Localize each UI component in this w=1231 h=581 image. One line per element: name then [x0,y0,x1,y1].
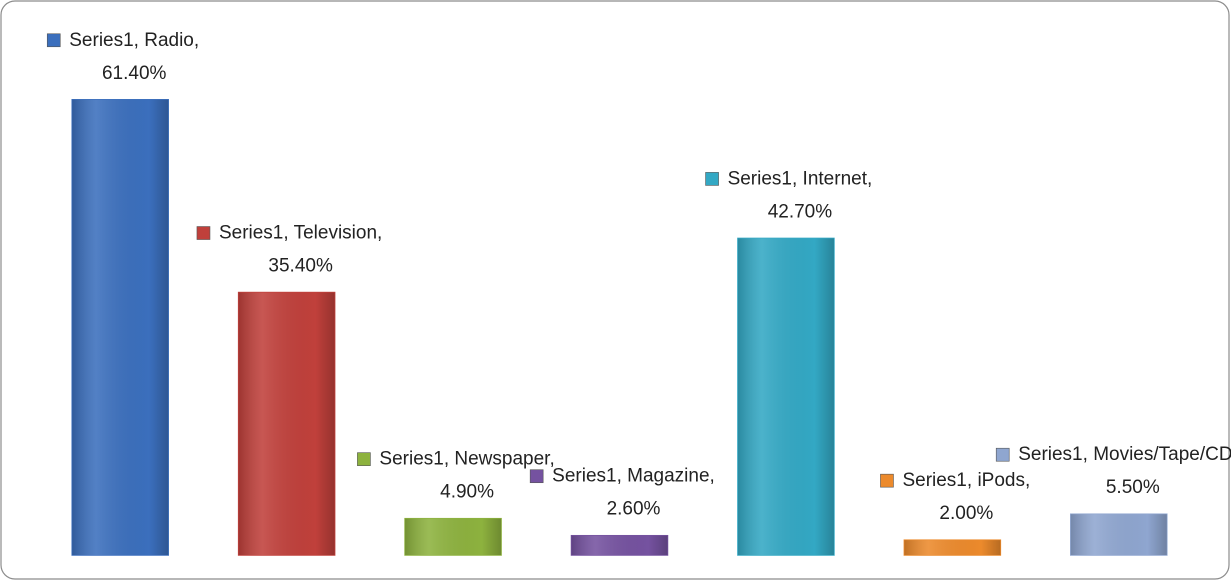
bar [570,534,669,556]
series-name: Series1 [728,168,792,189]
bar [903,539,1002,556]
data-label: Series1, Television, 35.40% [196,223,382,277]
category-name: Radio [144,30,194,51]
data-label: Series1, Radio, 61.40% [46,30,199,84]
value-label: 42.70% [768,201,833,222]
category-name: Magazine [627,466,709,487]
separator: , [194,30,199,51]
data-label: Series1, Newspaper, 4.90% [357,449,555,503]
label-marker [529,469,544,484]
separator: , [444,449,455,470]
category-name: iPods [977,470,1025,491]
data-label: Series1, Movies/Tape/CDs, 5.50% [995,444,1231,498]
series-name: Series1 [219,223,283,244]
separator: , [617,466,628,487]
label-marker [880,473,894,488]
value-label: 61.40% [102,63,167,84]
value-label: 2.00% [939,503,993,524]
series-name: Series1 [379,449,443,470]
value-label: 4.90% [440,482,494,503]
category-name: Movies/Tape/CDs [1093,444,1231,465]
data-label: Series1, Internet, 42.70% [705,168,873,222]
data-label-line: Series1, Movies/Tape/CDs, [1018,444,1231,465]
data-label-line: Series1, Newspaper, [379,449,554,470]
separator: , [1025,470,1030,491]
bar [737,237,835,556]
label-marker [196,226,211,240]
label-marker [705,172,719,186]
data-label-line: Series1, Internet, [728,168,873,189]
data-label: Series1, Magazine, 2.60% [529,466,715,520]
separator: , [377,223,382,244]
data-label: Series1, iPods, 2.00% [880,470,1030,524]
data-label-line: Series1, iPods, [902,470,1030,491]
separator: , [867,168,872,189]
bar [1070,513,1168,556]
category-name: Newspaper [454,449,551,470]
separator: , [967,470,978,491]
separator: , [710,466,715,487]
separator: , [134,30,145,51]
bar [71,99,169,556]
series-name: Series1 [69,30,133,51]
bar [237,291,336,556]
data-label-line: Series1, Television, [219,223,382,244]
series-name: Series1 [1018,444,1082,465]
label-marker [995,447,1010,462]
label-marker [46,33,61,48]
separator: , [792,168,803,189]
separator: , [1083,444,1094,465]
series-name: Series1 [902,470,966,491]
bar [404,517,502,556]
separator: , [283,223,293,244]
data-label-line: Series1, Radio, [69,30,199,51]
series-name: Series1 [552,466,616,487]
category-name: Internet [803,168,868,189]
data-label-line: Series1, Magazine, [552,466,715,487]
category-name: Television [294,223,377,244]
separator: , [549,449,554,470]
value-label: 5.50% [1106,477,1160,498]
value-label: 2.60% [607,499,661,520]
label-marker [357,452,371,466]
value-label: 35.40% [268,256,333,277]
